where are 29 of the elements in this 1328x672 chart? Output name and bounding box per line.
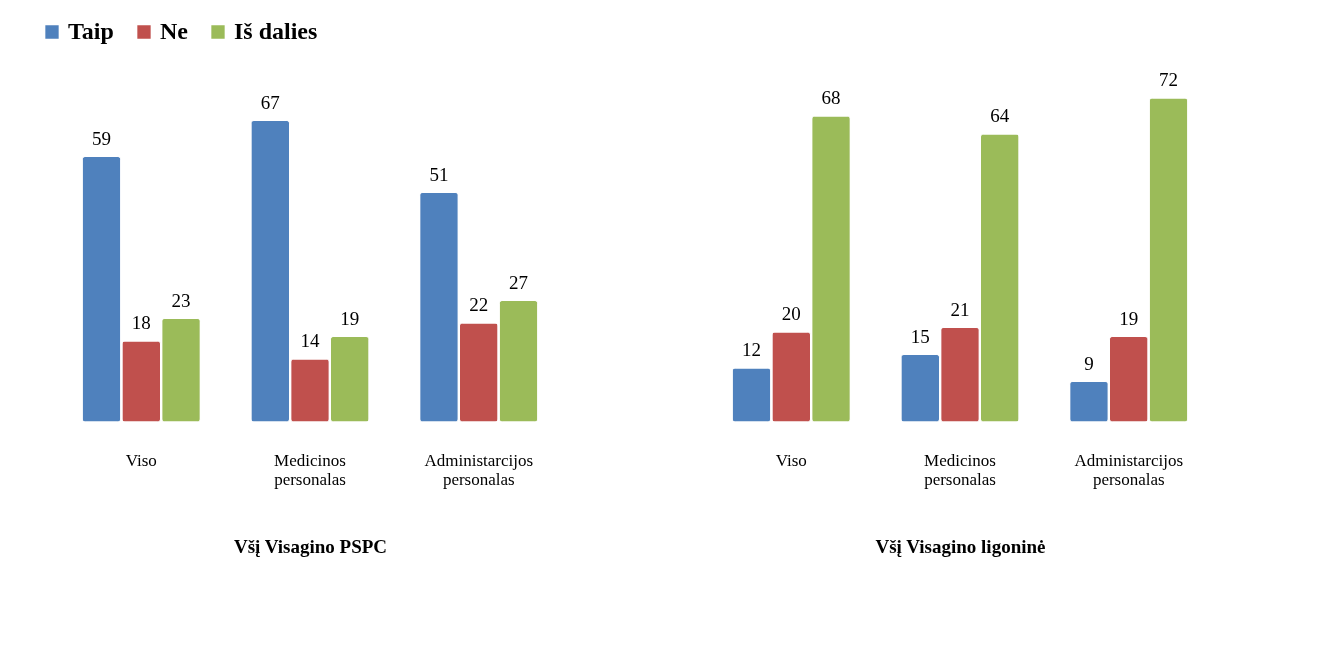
data-label: 21 — [950, 298, 970, 320]
data-label: 64 — [990, 105, 1010, 126]
data-label: 51 — [429, 163, 449, 185]
legend-label: Iš dalies — [234, 18, 318, 44]
x-tick-label: Administarcijos personalas — [424, 450, 534, 489]
x-tick-label: Administarcijos personalas — [1074, 450, 1184, 489]
data-label: 20 — [781, 303, 801, 324]
x-tick-label: Medicinos personalas — [274, 450, 346, 489]
data-label: 12 — [741, 339, 761, 360]
data-label: 68 — [821, 87, 841, 108]
data-label: 9 — [1084, 352, 1094, 374]
data-label: 19 — [1119, 307, 1139, 329]
x-axis-title: Všį Visagino ligoninė — [875, 535, 1046, 557]
data-label: 27 — [509, 271, 529, 293]
data-label: 18 — [131, 312, 151, 333]
x-tick-label: Medicinos personalas — [924, 450, 996, 489]
data-label: 19 — [340, 307, 360, 329]
legend-label: Ne — [160, 18, 189, 44]
data-label: 72 — [1159, 69, 1179, 90]
data-label: 23 — [171, 289, 191, 311]
data-label: 14 — [300, 330, 320, 351]
x-tick-label: Viso — [125, 450, 157, 470]
data-label: 67 — [260, 91, 280, 113]
data-label: 59 — [91, 127, 111, 149]
data-label: 15 — [910, 325, 930, 347]
x-axis-title: Všį Visagino PSPC — [233, 535, 388, 557]
legend-label: Taip — [68, 18, 114, 44]
data-label: 22 — [469, 294, 489, 315]
x-tick-label: Viso — [775, 450, 807, 470]
